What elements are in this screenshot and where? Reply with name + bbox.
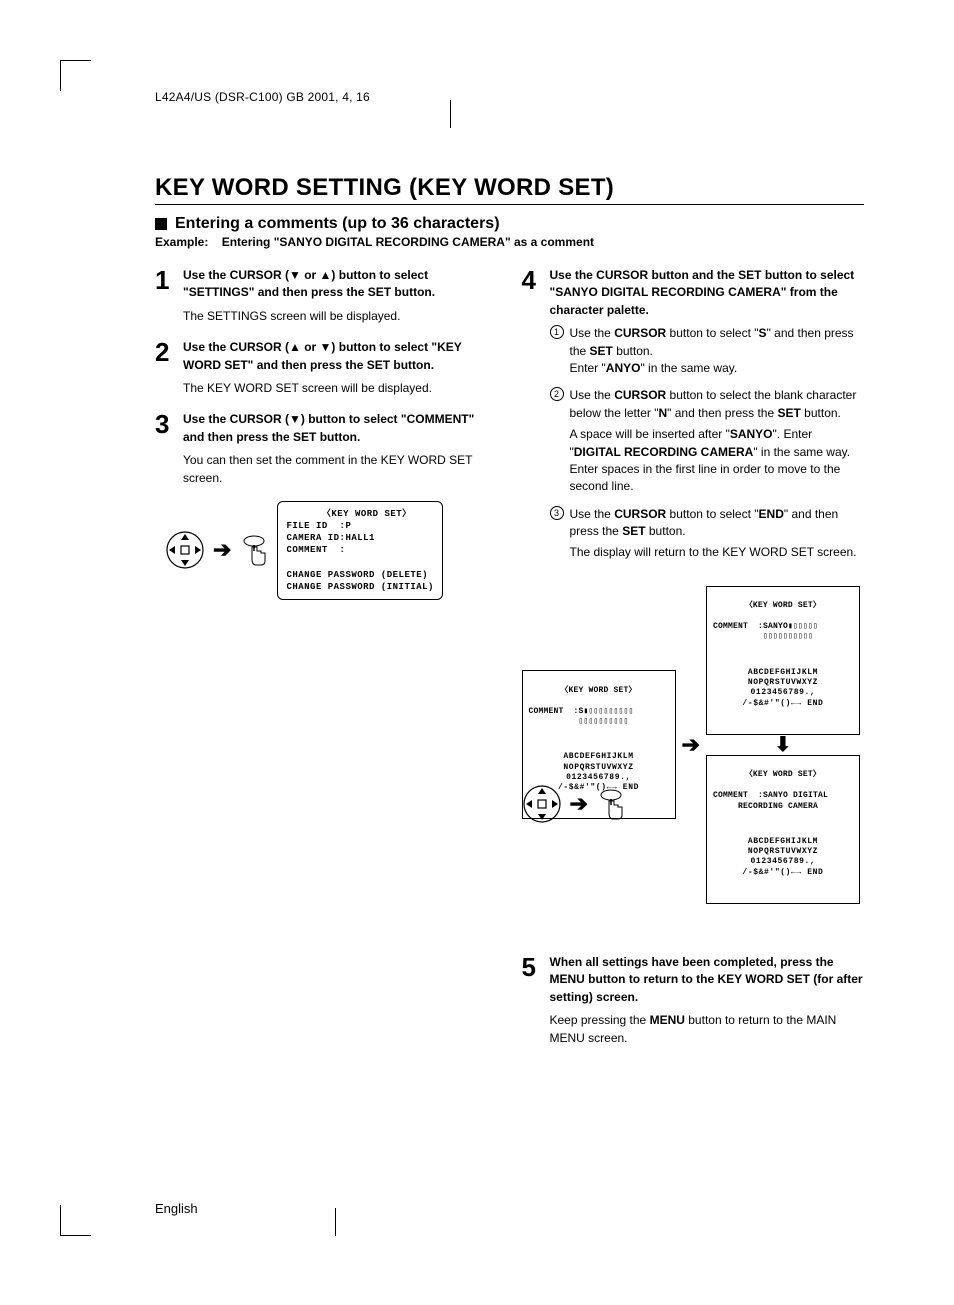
t: A space will be inserted after " xyxy=(570,427,730,441)
dpad-to-screen-row: ➔ 〈KEY WORD SET〉 FILE ID :P CAMERA ID:HA… xyxy=(165,501,498,600)
t: Enter " xyxy=(570,361,606,375)
bullet-icon xyxy=(155,218,167,230)
t: 〈KEY WORD SET〉 xyxy=(529,686,669,696)
t: button. xyxy=(613,344,653,358)
circled-1-icon: 1 xyxy=(550,325,564,377)
screen-keywordset: 〈KEY WORD SET〉 FILE ID :P CAMERA ID:HALL… xyxy=(277,501,443,600)
step-4: 4 Use the CURSOR button and the SET butt… xyxy=(522,267,865,572)
t: SET xyxy=(590,344,613,358)
dpad-icon xyxy=(165,530,205,570)
example-label: Example: xyxy=(155,235,208,249)
step-bold: Use the CURSOR (▲ or ▼) button to select… xyxy=(183,340,462,371)
crop-mark-bl xyxy=(60,1205,91,1236)
crop-tick-top xyxy=(450,100,451,128)
crop-tick-bottom xyxy=(335,1208,336,1236)
step-number: 1 xyxy=(155,267,175,325)
screen-comment-sanyo: 〈KEY WORD SET〉 COMMENT :SANYO▮▯▯▯▯▯ ▯▯▯▯… xyxy=(706,586,860,735)
step-bold: Use the CURSOR (▼ or ▲) button to select… xyxy=(183,268,435,299)
step-number: 4 xyxy=(522,267,542,572)
step-number: 5 xyxy=(522,954,542,1047)
t: button. xyxy=(801,406,841,420)
t: button to select " xyxy=(666,326,758,340)
example-line: Example: Entering "SANYO DIGITAL RECORDI… xyxy=(155,235,864,249)
step-5: 5 When all settings have been completed,… xyxy=(522,954,865,1047)
step-body: You can then set the comment in the KEY … xyxy=(183,452,498,487)
t: COMMENT :S▮▯▯▯▯▯▯▯▯▯ ▯▯▯▯▯▯▯▯▯▯ xyxy=(529,707,669,728)
t: MENU xyxy=(650,1013,685,1027)
page-title: KEY WORD SETTING (KEY WORD SET) xyxy=(155,174,864,205)
substep-1: 1 Use the CURSOR button to select "S" an… xyxy=(550,325,865,377)
t: COMMENT :SANYO DIGITAL RECORDING CAMERA xyxy=(713,791,853,812)
step-bold: Use the CURSOR button and the SET button… xyxy=(550,268,855,317)
step-body: The SETTINGS screen will be displayed. xyxy=(183,308,498,325)
step-bold: When all settings have been completed, p… xyxy=(550,955,863,1004)
t: ANYO xyxy=(606,361,641,375)
arrow-right-icon: ➔ xyxy=(213,537,231,563)
t: CURSOR xyxy=(614,326,666,340)
screen-comment-full: 〈KEY WORD SET〉 COMMENT :SANYO DIGITAL RE… xyxy=(706,755,860,904)
right-column: 4 Use the CURSOR button and the SET butt… xyxy=(522,267,865,1061)
t: S xyxy=(759,326,767,340)
subtitle: Entering a comments (up to 36 characters… xyxy=(175,215,500,233)
t: SANYO xyxy=(730,427,773,441)
t: " in the same way. xyxy=(640,361,737,375)
step-body: The KEY WORD SET screen will be displaye… xyxy=(183,380,498,397)
t: SET xyxy=(778,406,801,420)
t: Use the xyxy=(570,507,615,521)
arrow-right-icon: ➔ xyxy=(682,732,700,758)
step-2: 2 Use the CURSOR (▲ or ▼) button to sele… xyxy=(155,339,498,397)
t: END xyxy=(759,507,784,521)
t: CURSOR xyxy=(614,507,666,521)
arrow-right-icon: ➔ xyxy=(570,791,588,817)
t: button to select " xyxy=(666,507,758,521)
left-column: 1 Use the CURSOR (▼ or ▲) button to sele… xyxy=(155,267,498,1061)
screens-row-1: 〈KEY WORD SET〉 COMMENT :S▮▯▯▯▯▯▯▯▯▯ ▯▯▯▯… xyxy=(522,586,865,904)
crop-mark-tl xyxy=(60,60,91,91)
dpad-icon xyxy=(522,784,562,824)
t: 〈KEY WORD SET〉 xyxy=(713,601,853,611)
header-code: L42A4/US (DSR-C100) GB 2001, 4, 16 xyxy=(155,90,864,104)
t: N xyxy=(658,406,667,420)
t: CURSOR xyxy=(614,388,666,402)
t: Use the xyxy=(570,388,615,402)
t: COMMENT :SANYO▮▯▯▯▯▯ ▯▯▯▯▯▯▯▯▯▯ xyxy=(713,622,853,643)
t: The display will return to the KEY WORD … xyxy=(570,544,865,561)
t: ABCDEFGHIJKLM NOPQRSTUVWXYZ 0123456789.,… xyxy=(713,668,853,710)
press-hand-icon xyxy=(596,787,626,821)
step-3: 3 Use the CURSOR (▼) button to select "C… xyxy=(155,411,498,487)
circled-2-icon: 2 xyxy=(550,387,564,495)
t: Keep pressing the xyxy=(550,1013,650,1027)
t: SET xyxy=(622,524,645,538)
step-1: 1 Use the CURSOR (▼ or ▲) button to sele… xyxy=(155,267,498,325)
arrow-down-icon: ⬇ xyxy=(775,737,792,753)
example-text: Entering "SANYO DIGITAL RECORDING CAMERA… xyxy=(222,235,594,249)
t: 〈KEY WORD SET〉 xyxy=(713,770,853,780)
substep-3: 3 Use the CURSOR button to select "END" … xyxy=(550,506,865,562)
circled-3-icon: 3 xyxy=(550,506,564,562)
t: button. xyxy=(646,524,686,538)
t: DIGITAL RECORDING CAMERA xyxy=(574,445,754,459)
t: ABCDEFGHIJKLM NOPQRSTUVWXYZ 0123456789.,… xyxy=(713,837,853,879)
t: " and then press the xyxy=(667,406,777,420)
step-number: 2 xyxy=(155,339,175,397)
t: Use the xyxy=(570,326,615,340)
t: ". xyxy=(773,427,781,441)
step-bold: Use the CURSOR (▼) button to select "COM… xyxy=(183,412,474,443)
step-number: 3 xyxy=(155,411,175,487)
footer-language: English xyxy=(155,1201,864,1216)
substep-2: 2 Use the CURSOR button to select the bl… xyxy=(550,387,865,495)
press-hand-icon xyxy=(239,533,269,567)
